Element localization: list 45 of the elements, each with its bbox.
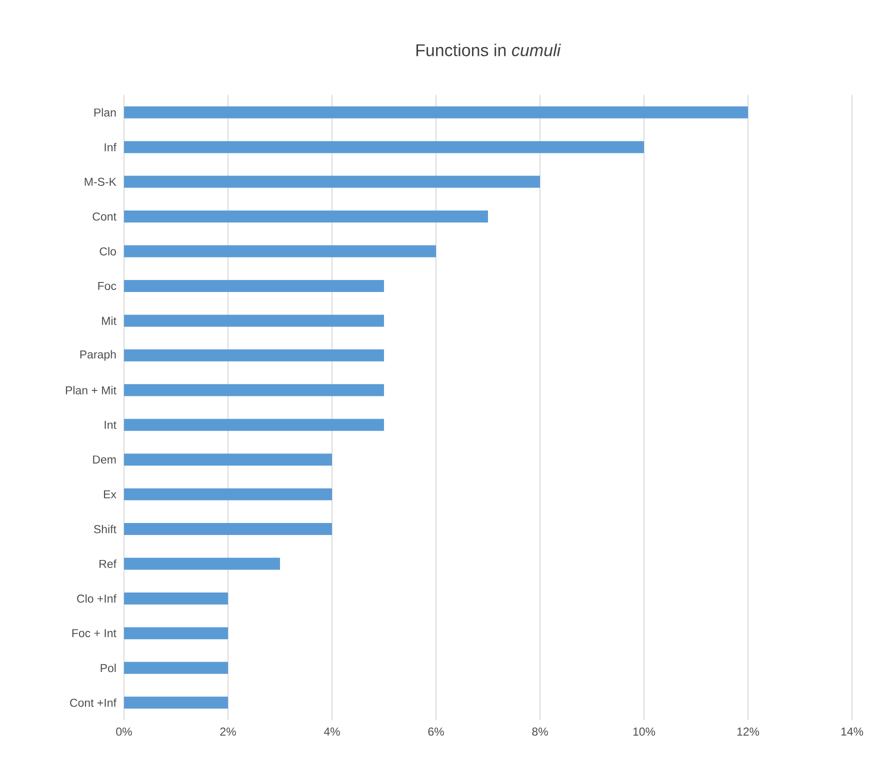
bar bbox=[124, 454, 332, 466]
y-tick-label: Plan bbox=[94, 108, 116, 117]
y-tick-label: Ref bbox=[100, 560, 116, 568]
x-tick-label: 14% bbox=[841, 728, 864, 736]
x-tick-label: 10% bbox=[633, 728, 656, 736]
x-tick-label: 2% bbox=[220, 728, 236, 736]
bar bbox=[124, 141, 644, 154]
y-tick-label: Foc bbox=[98, 282, 116, 290]
bar bbox=[124, 210, 488, 223]
y-tick-label: Foc + Int bbox=[72, 629, 116, 638]
y-tick-label: Paraph bbox=[80, 350, 116, 361]
bar bbox=[124, 662, 228, 674]
bar bbox=[124, 314, 384, 327]
y-tick-label: Plan + Mit bbox=[66, 386, 116, 394]
bar bbox=[124, 627, 228, 640]
bar bbox=[124, 106, 748, 118]
x-tick-label: 4% bbox=[324, 728, 340, 736]
y-tick-label: Clo +Inf bbox=[77, 594, 116, 603]
bar bbox=[124, 523, 332, 536]
bar bbox=[124, 280, 384, 292]
x-tick-label: 0% bbox=[116, 728, 132, 736]
bar bbox=[124, 176, 540, 188]
bar bbox=[124, 349, 384, 362]
x-tick-label: 6% bbox=[428, 728, 444, 736]
chart-title: Functions in cumuli bbox=[416, 44, 561, 56]
y-tick-label: Cont bbox=[92, 212, 116, 221]
y-tick-label: Cont +Inf bbox=[70, 698, 116, 707]
bar bbox=[124, 488, 332, 500]
x-tick-label: 8% bbox=[532, 728, 548, 736]
bar bbox=[124, 696, 228, 709]
y-tick-label: Pol bbox=[100, 664, 116, 672]
bar bbox=[124, 245, 436, 258]
y-tick-label: Mit bbox=[102, 316, 116, 325]
y-tick-label: Inf bbox=[104, 142, 116, 152]
bar bbox=[124, 592, 228, 604]
y-tick-label: Int bbox=[104, 420, 116, 429]
x-tick-label: 12% bbox=[737, 728, 760, 736]
y-tick-label: Ex bbox=[104, 490, 116, 498]
y-tick-label: M-S-K bbox=[84, 178, 116, 186]
bar bbox=[124, 418, 384, 431]
y-tick-label: Shift bbox=[94, 524, 116, 534]
y-tick-label: Dem bbox=[93, 456, 116, 464]
bar bbox=[124, 558, 280, 570]
y-tick-label: Clo bbox=[100, 247, 116, 256]
bar bbox=[124, 384, 384, 396]
